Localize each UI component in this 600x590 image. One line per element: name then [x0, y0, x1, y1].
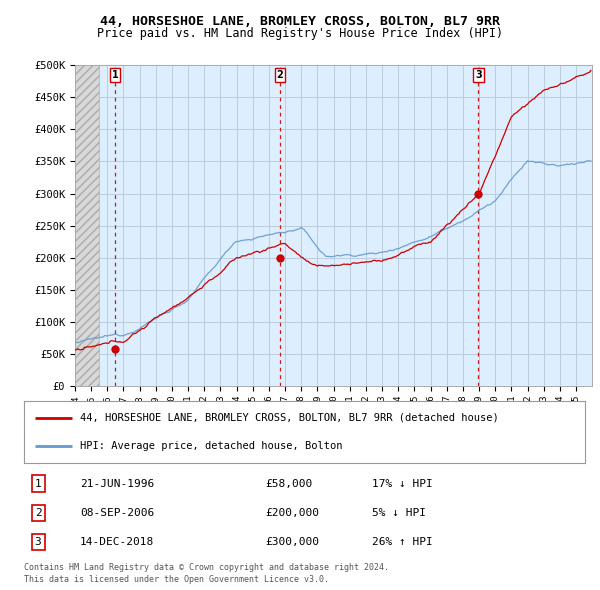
Text: Contains HM Land Registry data © Crown copyright and database right 2024.: Contains HM Land Registry data © Crown c…	[24, 563, 389, 572]
Text: 26% ↑ HPI: 26% ↑ HPI	[372, 537, 433, 547]
Text: 3: 3	[475, 70, 482, 80]
Text: 2: 2	[35, 508, 41, 518]
Text: 21-JUN-1996: 21-JUN-1996	[80, 478, 154, 489]
Text: £58,000: £58,000	[265, 478, 313, 489]
Text: 44, HORSESHOE LANE, BROMLEY CROSS, BOLTON, BL7 9RR: 44, HORSESHOE LANE, BROMLEY CROSS, BOLTO…	[100, 15, 500, 28]
Text: 1: 1	[112, 70, 118, 80]
Text: HPI: Average price, detached house, Bolton: HPI: Average price, detached house, Bolt…	[80, 441, 343, 451]
Text: Price paid vs. HM Land Registry's House Price Index (HPI): Price paid vs. HM Land Registry's House …	[97, 27, 503, 40]
Text: 1: 1	[35, 478, 41, 489]
Text: 5% ↓ HPI: 5% ↓ HPI	[372, 508, 426, 518]
Text: This data is licensed under the Open Government Licence v3.0.: This data is licensed under the Open Gov…	[24, 575, 329, 584]
Bar	[75, 65, 99, 386]
Text: 14-DEC-2018: 14-DEC-2018	[80, 537, 154, 547]
Text: £200,000: £200,000	[265, 508, 319, 518]
Text: 08-SEP-2006: 08-SEP-2006	[80, 508, 154, 518]
Text: £300,000: £300,000	[265, 537, 319, 547]
Text: 3: 3	[35, 537, 41, 547]
Text: 2: 2	[277, 70, 283, 80]
Text: 17% ↓ HPI: 17% ↓ HPI	[372, 478, 433, 489]
Text: 44, HORSESHOE LANE, BROMLEY CROSS, BOLTON, BL7 9RR (detached house): 44, HORSESHOE LANE, BROMLEY CROSS, BOLTO…	[80, 413, 499, 423]
